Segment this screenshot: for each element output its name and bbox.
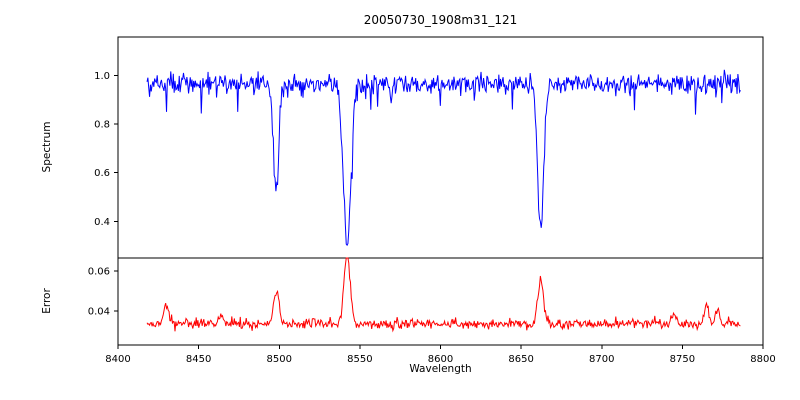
x-tick-label: 8600	[428, 354, 453, 365]
axes-frame-spectrum	[117, 36, 764, 259]
y-tick-label-spectrum: 0.8	[94, 119, 110, 130]
x-tick-label: 8800	[750, 354, 775, 365]
x-axis-label: Wavelength	[409, 363, 472, 375]
x-tick-label: 8400	[105, 354, 130, 365]
y-tick-label-spectrum: 0.6	[94, 168, 110, 179]
x-tick-label: 8550	[347, 354, 372, 365]
x-tick-label: 8500	[267, 354, 292, 365]
x-tick-label: 8700	[589, 354, 614, 365]
chart-title: 20050730_1908m31_121	[363, 13, 518, 27]
x-tick-label: 8750	[670, 354, 695, 365]
axes-frame-error	[117, 257, 764, 346]
y-tick-label-spectrum: 0.4	[94, 217, 110, 228]
spectrum-line	[146, 69, 741, 247]
y-tick-label-error: 0.06	[88, 267, 110, 278]
error-line	[146, 257, 741, 333]
y-tick-label-spectrum: 1.0	[94, 71, 110, 82]
x-tick-label: 8450	[186, 354, 211, 365]
y-tick-label-error: 0.04	[88, 307, 110, 318]
x-tick-label: 8650	[508, 354, 533, 365]
